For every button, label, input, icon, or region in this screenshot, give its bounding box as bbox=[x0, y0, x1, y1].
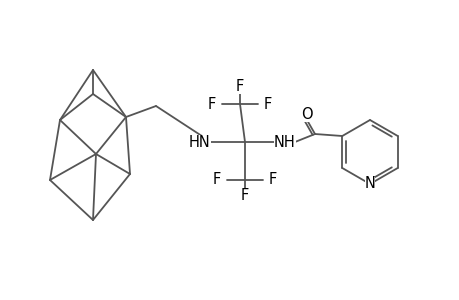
Text: F: F bbox=[269, 172, 276, 188]
Text: F: F bbox=[263, 97, 272, 112]
Text: F: F bbox=[207, 97, 216, 112]
Text: N: N bbox=[364, 176, 375, 191]
Text: F: F bbox=[213, 172, 221, 188]
Text: O: O bbox=[301, 106, 312, 122]
Text: F: F bbox=[235, 79, 244, 94]
Text: HN: HN bbox=[189, 134, 210, 149]
Text: F: F bbox=[241, 188, 249, 203]
Text: NH: NH bbox=[274, 134, 295, 149]
